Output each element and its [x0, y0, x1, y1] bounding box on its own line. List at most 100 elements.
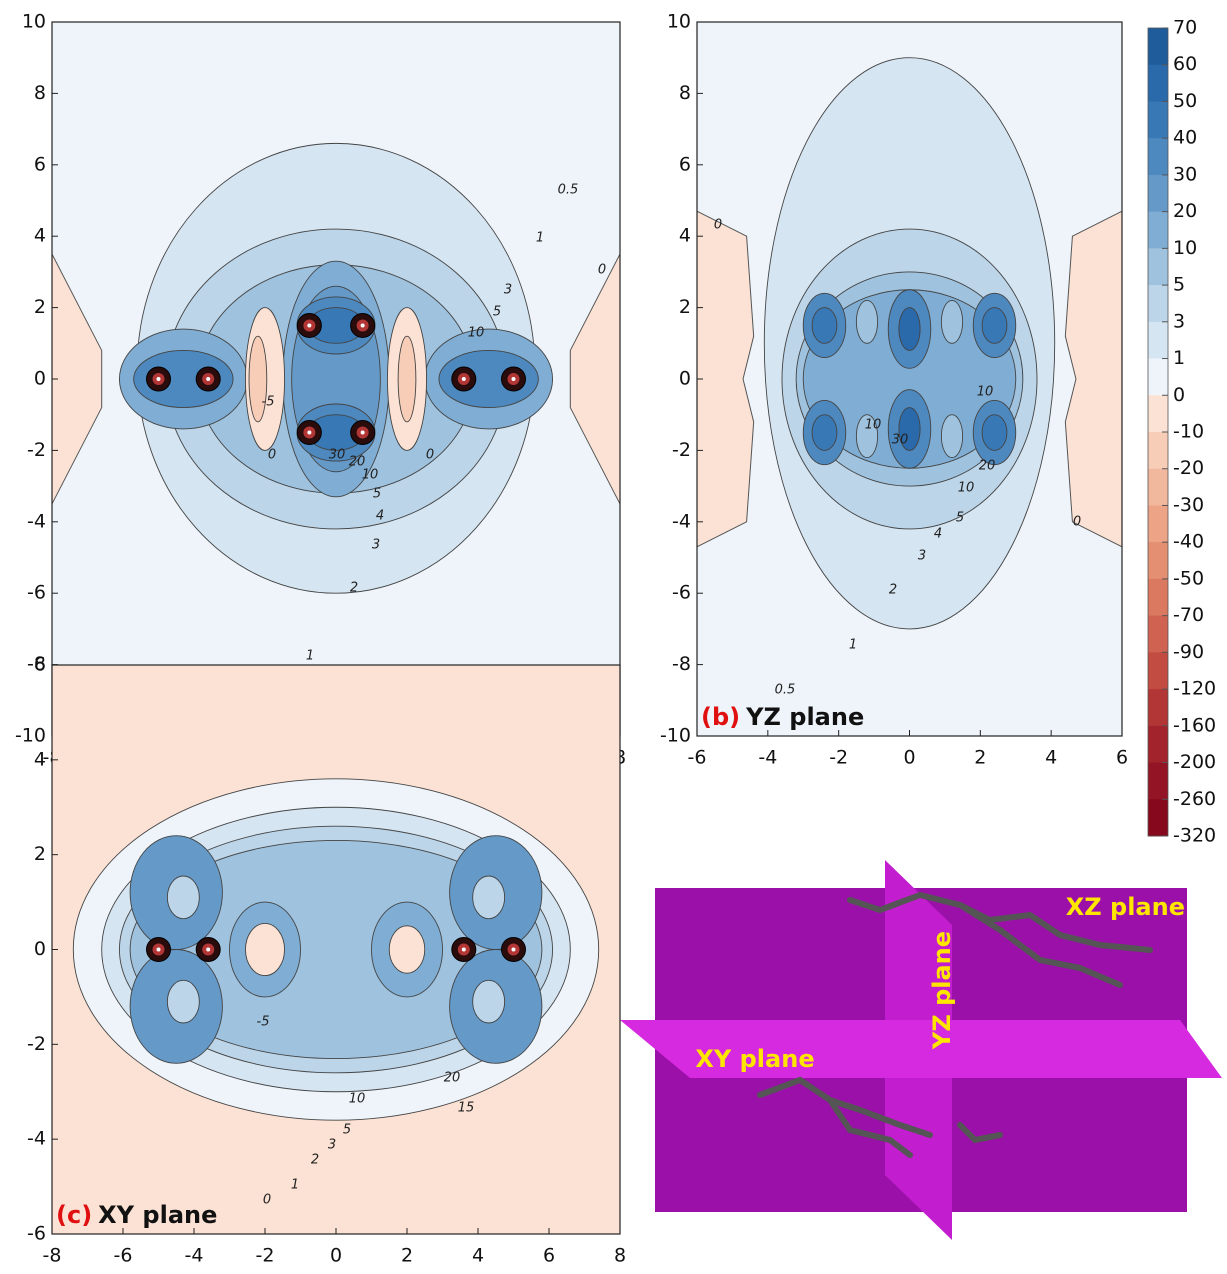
contour-label: 1 — [291, 1178, 299, 1193]
contour-label: 0.5 — [775, 683, 796, 698]
x-tick-label: -4 — [758, 747, 777, 769]
contour-region — [812, 415, 837, 451]
atom-core — [462, 948, 466, 952]
contour-region — [812, 308, 837, 344]
colorbar-band — [1148, 359, 1168, 396]
contour-label: 5 — [373, 487, 381, 502]
y-tick-label: -10 — [15, 725, 46, 747]
colorbar-band — [1148, 322, 1168, 359]
contour-label: 1 — [306, 649, 314, 664]
colorbar-band — [1148, 138, 1168, 175]
contour-plot — [52, 22, 620, 736]
colorbar-band — [1148, 65, 1168, 102]
panel-title: (c)XY plane — [56, 1201, 217, 1229]
y-tick-label: -8 — [672, 653, 691, 675]
contour-region — [473, 980, 505, 1023]
x-tick-label: -4 — [185, 1245, 204, 1267]
colorbar-tick-label: 5 — [1173, 274, 1185, 296]
y-tick-label: -6 — [27, 582, 46, 604]
contour-label: 30 — [892, 433, 909, 448]
colorbar-tick-label: 60 — [1173, 53, 1197, 75]
atom-core — [462, 377, 466, 381]
atom-core — [307, 323, 311, 327]
contour-region — [167, 980, 199, 1023]
colorbar-band — [1148, 432, 1168, 469]
y-tick-label: 2 — [679, 296, 691, 318]
contour-label: 0.5 — [558, 183, 579, 198]
colorbar-tick-label: -40 — [1173, 531, 1204, 553]
contour-region — [856, 300, 877, 343]
colorbar-band — [1148, 505, 1168, 542]
colorbar-tick-label: -120 — [1173, 678, 1216, 700]
x-tick-label: -2 — [256, 1245, 275, 1267]
x-tick-label: 2 — [401, 1245, 413, 1267]
y-tick-label: 4 — [34, 225, 46, 247]
colorbar-band — [1148, 395, 1168, 432]
colorbar-band — [1148, 175, 1168, 212]
colorbar-tick-label: -260 — [1173, 788, 1216, 810]
panel-name: XY plane — [98, 1201, 217, 1229]
x-tick-label: -6 — [688, 747, 707, 769]
colorbar-tick-label: 50 — [1173, 90, 1197, 112]
y-tick-label: 0 — [679, 368, 691, 390]
atom-core — [206, 948, 210, 952]
contour-region — [389, 926, 425, 973]
y-tick-label: 4 — [34, 748, 46, 770]
y-tick-label: 4 — [679, 225, 691, 247]
contour-label: 3 — [372, 538, 380, 553]
contour-label: 0 — [1073, 515, 1081, 530]
x-tick-label: 2 — [974, 747, 986, 769]
plane-label: XZ plane — [1066, 893, 1185, 921]
x-tick-label: 6 — [1116, 747, 1128, 769]
contour-label: 20 — [979, 459, 996, 474]
colorbar-band — [1148, 212, 1168, 249]
x-tick-label: -8 — [43, 1245, 62, 1267]
contour-label: 4 — [934, 527, 942, 542]
contour-label: 10 — [865, 418, 882, 433]
colorbar-tick-label: -90 — [1173, 641, 1204, 663]
contour-region — [473, 876, 505, 919]
contour-label: 3 — [504, 283, 512, 298]
colorbar-tick-label: -70 — [1173, 604, 1204, 626]
y-tick-label: -2 — [27, 1033, 46, 1055]
panel-label: (b) — [701, 703, 740, 731]
plane-label: XY plane — [695, 1045, 814, 1073]
y-tick-label: -6 — [672, 582, 691, 604]
colorbar-tick-label: -200 — [1173, 751, 1216, 773]
y-tick-label: 2 — [34, 843, 46, 865]
contour-label: -5 — [257, 1015, 270, 1030]
colorbar-tick-label: 1 — [1173, 347, 1185, 369]
colorbar-tick-label: -50 — [1173, 567, 1204, 589]
colorbar-band — [1148, 763, 1168, 800]
contour-label: 5 — [343, 1123, 351, 1138]
y-tick-label: -4 — [27, 1128, 46, 1150]
y-tick-label: -10 — [660, 725, 691, 747]
atom-core — [361, 431, 365, 435]
colorbar-band — [1148, 579, 1168, 616]
colorbar-band — [1148, 616, 1168, 653]
x-tick-label: -2 — [829, 747, 848, 769]
contour-region — [982, 415, 1007, 451]
atom-core — [157, 377, 161, 381]
y-tick-label: 8 — [34, 82, 46, 104]
atom-core — [206, 377, 210, 381]
y-tick-label: 0 — [34, 368, 46, 390]
contour-label: 10 — [958, 481, 975, 496]
contour-label: 10 — [977, 385, 994, 400]
y-tick-label: -4 — [672, 510, 691, 532]
atom-core — [512, 948, 516, 952]
contour-region — [941, 300, 962, 343]
y-tick-label: 6 — [679, 153, 691, 175]
colorbar-tick-label: 40 — [1173, 127, 1197, 149]
colorbar-band — [1148, 28, 1168, 65]
colorbar-tick-label: 20 — [1173, 200, 1197, 222]
y-tick-label: 6 — [34, 153, 46, 175]
contour-label: -5 — [262, 395, 275, 410]
y-tick-label: -6 — [27, 1223, 46, 1245]
contour-label: 3 — [918, 549, 926, 564]
colorbar-tick-label: -320 — [1173, 825, 1216, 847]
contour-region — [245, 923, 284, 975]
y-tick-label: 0 — [34, 938, 46, 960]
contour-label: 0 — [426, 448, 434, 463]
contour-label: 0 — [714, 218, 722, 233]
